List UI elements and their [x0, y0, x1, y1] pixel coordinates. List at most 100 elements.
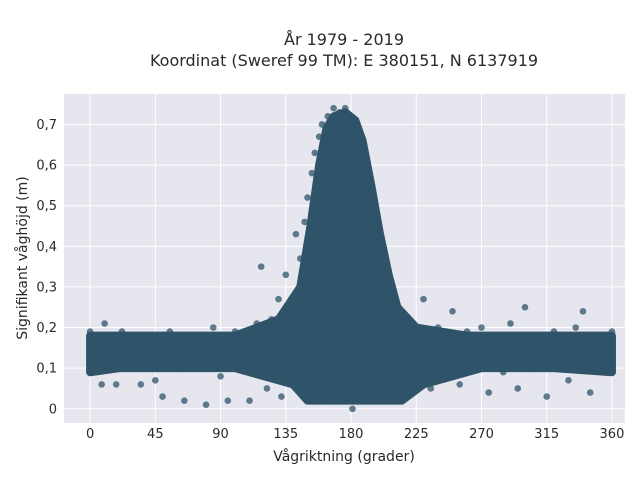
chart-title-line1: År 1979 - 2019 — [284, 30, 404, 49]
y-tick-label-0: 0 — [49, 402, 57, 417]
y-tick-label-2: 0,2 — [36, 321, 57, 336]
data-point-43 — [327, 279, 335, 287]
data-point-82 — [492, 332, 500, 339]
data-point-68 — [398, 324, 406, 331]
data-point-58 — [368, 194, 375, 201]
data-point-72 — [420, 295, 427, 303]
x-axis-label: Vågriktning (grader) — [273, 448, 415, 465]
data-point-14 — [173, 364, 181, 372]
data-point-5 — [104, 344, 111, 352]
data-point-87 — [528, 364, 536, 372]
y-tick-label-6: 0,6 — [36, 159, 57, 174]
data-point-20 — [217, 372, 224, 380]
data-point-54 — [356, 308, 364, 315]
data-point-11 — [152, 377, 159, 384]
data-point-23 — [239, 360, 246, 368]
data-point-95 — [586, 389, 594, 396]
data-point-81 — [485, 389, 493, 396]
data-point-19 — [210, 324, 217, 331]
data-point-62 — [379, 243, 387, 250]
data-point-27 — [263, 385, 271, 392]
data-point-63 — [382, 316, 390, 323]
data-point-61 — [376, 291, 384, 299]
data-point-30 — [278, 393, 285, 400]
data-point-42 — [324, 113, 332, 120]
data-point-66 — [391, 299, 398, 307]
data-point-86 — [521, 303, 529, 311]
data-point-48 — [341, 104, 349, 112]
x-tick-label-6: 270 — [469, 427, 494, 442]
data-point-46 — [336, 108, 343, 116]
data-point-47 — [339, 243, 346, 250]
data-point-8 — [130, 360, 137, 368]
data-point-6 — [112, 381, 120, 388]
data-point-89 — [543, 393, 551, 400]
data-point-97 — [601, 368, 609, 376]
x-tick-labels: 0 45 90 135 180 225 270 315 360 — [86, 427, 624, 442]
data-point-55 — [359, 137, 366, 145]
data-point-18 — [202, 401, 210, 409]
data-point-16 — [188, 332, 195, 339]
data-point-40 — [318, 121, 326, 128]
data-point-7 — [118, 328, 126, 335]
data-point-29 — [275, 295, 282, 303]
data-point-17 — [195, 356, 203, 364]
x-tick-label-2: 90 — [212, 427, 229, 442]
x-tick-label-1: 45 — [147, 427, 164, 442]
data-point-41 — [321, 397, 329, 404]
data-point-53 — [353, 121, 361, 128]
data-point-35 — [301, 218, 308, 226]
data-point-84 — [507, 320, 514, 327]
data-point-57 — [365, 372, 372, 380]
data-point-59 — [370, 222, 378, 230]
data-point-90 — [550, 328, 558, 335]
data-point-4 — [101, 320, 108, 327]
data-point-93 — [572, 324, 580, 331]
y-tick-label-5: 0,5 — [36, 199, 57, 214]
data-point-36 — [304, 194, 311, 201]
data-point-78 — [463, 328, 471, 335]
data-point-69 — [402, 389, 410, 396]
data-point-74 — [434, 324, 442, 331]
data-point-85 — [514, 385, 522, 392]
data-point-13 — [166, 328, 174, 335]
data-point-91 — [557, 356, 565, 364]
data-point-73 — [427, 385, 435, 392]
data-point-39 — [315, 133, 323, 140]
x-tick-label-5: 225 — [404, 427, 429, 442]
data-point-51 — [349, 405, 356, 413]
data-point-67 — [394, 356, 401, 364]
data-point-44 — [330, 104, 337, 112]
data-point-24 — [246, 397, 253, 404]
data-point-64 — [385, 271, 393, 279]
data-point-15 — [181, 397, 188, 404]
data-point-45 — [333, 385, 340, 392]
chart-title-line2: Koordinat (Sweref 99 TM): E 380151, N 61… — [150, 51, 538, 70]
data-point-1 — [86, 368, 94, 376]
data-point-77 — [456, 381, 464, 388]
data-point-9 — [137, 381, 145, 388]
y-tick-label-3: 0,3 — [36, 280, 57, 295]
data-point-79 — [470, 352, 478, 360]
x-tick-label-7: 315 — [534, 427, 559, 442]
data-point-76 — [449, 308, 456, 315]
x-tick-label-3: 135 — [273, 427, 298, 442]
data-point-33 — [292, 230, 300, 238]
data-point-92 — [565, 377, 572, 384]
data-point-60 — [373, 259, 381, 266]
x-tick-label-0: 0 — [86, 427, 94, 442]
data-point-3 — [98, 381, 105, 388]
data-point-25 — [253, 320, 261, 327]
data-point-83 — [499, 368, 507, 376]
data-point-37 — [308, 169, 316, 177]
data-point-52 — [350, 182, 358, 189]
data-point-98 — [608, 328, 616, 335]
data-point-12 — [159, 393, 166, 400]
data-point-88 — [536, 332, 543, 339]
x-tick-label-8: 360 — [600, 427, 625, 442]
data-point-26 — [257, 263, 265, 270]
data-point-96 — [594, 332, 601, 339]
data-point-80 — [478, 324, 485, 331]
data-point-71 — [412, 348, 420, 356]
